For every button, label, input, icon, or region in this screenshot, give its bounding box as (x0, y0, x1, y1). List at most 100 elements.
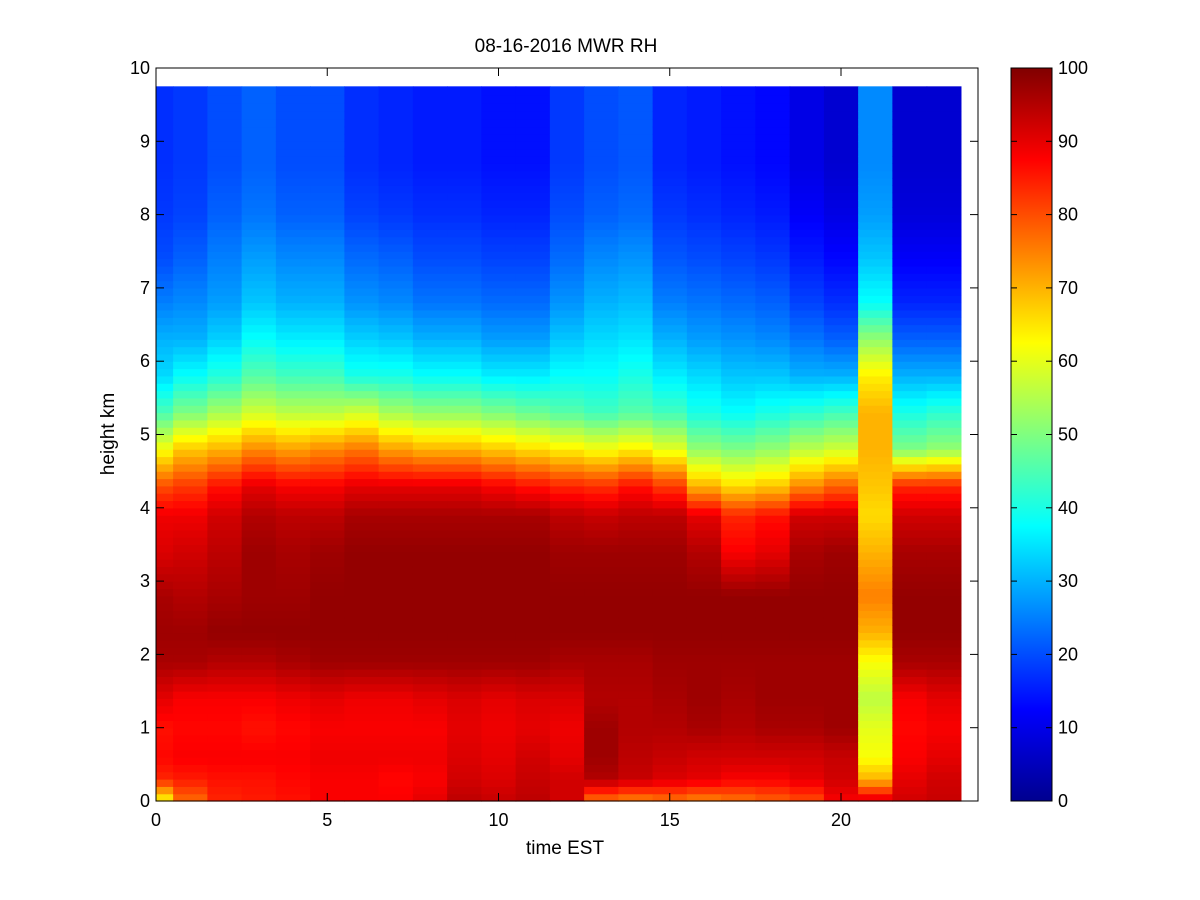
heatmap-cell (173, 309, 208, 318)
heatmap-cell (156, 566, 174, 575)
heatmap-cell (378, 698, 414, 707)
heatmap-cell (721, 742, 756, 751)
heatmap-cell (241, 449, 277, 458)
heatmap-cell (549, 148, 585, 157)
heatmap-cell (447, 764, 482, 773)
heatmap-cell (618, 141, 654, 150)
heatmap-cell (241, 419, 277, 428)
heatmap-cell (584, 324, 619, 333)
heatmap-cell (549, 236, 585, 245)
heatmap-cell (275, 742, 311, 751)
heatmap-cell (310, 412, 345, 421)
heatmap-cell (515, 610, 551, 619)
heatmap-cell (481, 199, 517, 208)
heatmap-cell (549, 412, 585, 421)
heatmap-cell (823, 654, 859, 663)
heatmap-cell (378, 779, 414, 787)
heatmap-cell (344, 566, 380, 575)
heatmap-cell (549, 551, 585, 560)
heatmap-cell (858, 441, 893, 450)
heatmap-cell (549, 727, 585, 736)
heatmap-cell (481, 456, 517, 465)
y-tick-label: 1 (140, 718, 150, 738)
heatmap-cell (310, 764, 345, 773)
heatmap-cell (584, 170, 619, 179)
heatmap-cell (755, 405, 791, 414)
heatmap-cell (755, 588, 791, 597)
heatmap-cell (926, 661, 962, 670)
y-tick-label: 6 (140, 351, 150, 371)
heatmap-cell (344, 698, 380, 707)
heatmap-cell (618, 669, 654, 677)
heatmap-cell (173, 632, 208, 641)
heatmap-cell (515, 155, 551, 164)
heatmap-cell (275, 705, 311, 714)
heatmap-cell (686, 383, 722, 392)
heatmap-cell (755, 493, 791, 502)
heatmap-cell (310, 551, 345, 560)
heatmap-cell (858, 610, 893, 619)
heatmap-cell (344, 317, 380, 326)
heatmap-cell (789, 434, 825, 443)
heatmap-cell (412, 705, 448, 714)
heatmap-cell (823, 639, 859, 648)
heatmap-cell (156, 573, 174, 582)
heatmap-cell (173, 581, 208, 590)
heatmap-cell (275, 595, 311, 604)
heatmap-cell (926, 779, 962, 787)
heatmap-cell (447, 617, 482, 626)
heatmap-cell (926, 397, 962, 406)
heatmap-cell (755, 647, 791, 655)
heatmap-cell (412, 639, 448, 648)
heatmap-cell (618, 192, 654, 201)
heatmap-cell (173, 353, 208, 362)
heatmap-cell (310, 449, 345, 458)
heatmap-cell (789, 566, 825, 575)
heatmap-cell (275, 610, 311, 619)
heatmap-cell (755, 295, 791, 304)
heatmap-cell (447, 280, 482, 289)
heatmap-cell (310, 478, 345, 487)
heatmap-cell (310, 229, 345, 238)
heatmap-cell (275, 661, 311, 670)
heatmap-cell (858, 133, 893, 142)
heatmap-cell (378, 86, 414, 96)
heatmap-cell (344, 229, 380, 238)
heatmap-cell (310, 346, 345, 355)
heatmap-cell (584, 720, 619, 729)
heatmap-cell (344, 779, 380, 787)
heatmap-cell (618, 280, 654, 289)
heatmap-cell (823, 375, 859, 384)
heatmap-cell (584, 258, 619, 267)
heatmap-cell (686, 295, 722, 304)
heatmap-cell (755, 456, 791, 465)
heatmap-cell (892, 617, 928, 626)
heatmap-cell (275, 419, 311, 428)
heatmap-cell (584, 639, 619, 648)
heatmap-cell (549, 141, 585, 150)
heatmap-cell (618, 309, 654, 318)
heatmap-cell (207, 309, 243, 318)
heatmap-cell (789, 735, 825, 743)
heatmap-cell (823, 478, 859, 487)
heatmap-cell (584, 185, 619, 194)
heatmap-cell (755, 463, 791, 472)
heatmap-cell (412, 515, 448, 524)
heatmap-cell (515, 94, 551, 104)
heatmap-cell (618, 625, 654, 634)
heatmap-cell (412, 603, 448, 612)
heatmap-cell (721, 119, 756, 128)
heatmap-cell (823, 537, 859, 546)
heatmap-cell (652, 683, 688, 692)
heatmap-cell (241, 654, 277, 663)
heatmap-cell (481, 551, 517, 560)
heatmap-cell (515, 632, 551, 641)
heatmap-cell (412, 163, 448, 172)
heatmap-cell (823, 727, 859, 736)
heatmap-cell (652, 383, 688, 392)
heatmap-cells (156, 86, 962, 802)
heatmap-cell (926, 185, 962, 194)
heatmap-cell (344, 427, 380, 436)
heatmap-cell (344, 654, 380, 663)
heatmap-cell (618, 705, 654, 714)
